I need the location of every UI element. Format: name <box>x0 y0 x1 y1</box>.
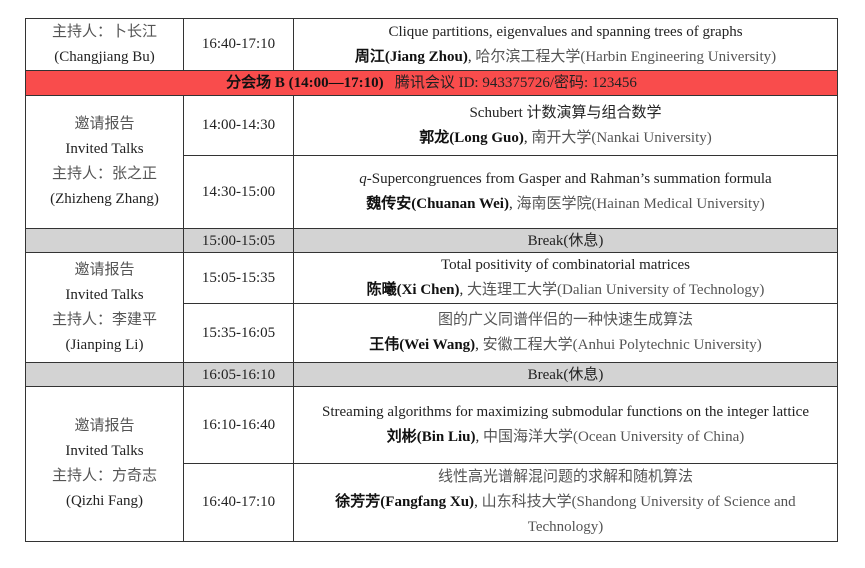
host-name: 主持人：李建平 <box>51 311 157 328</box>
talk-title: Total positivity of combinatorial matric… <box>441 257 690 273</box>
time-cell: 15:05-15:35 <box>183 252 294 304</box>
talk-cell: Schubert 计数演算与组合数学 郭龙(Long Guo), 南开大学(Nan… <box>293 95 838 156</box>
time-cell: 16:40-17:10 <box>183 463 294 542</box>
group-type: 邀请报告 <box>74 261 135 278</box>
talk-cell: 图的广义同谱伴侣的一种快速生成算法 王伟(Wei Wang), 安徽工程大学(An… <box>293 303 838 363</box>
time-cell: 14:00-14:30 <box>183 95 294 156</box>
talk-cell: q-Supercongruences from Gasper and Rahma… <box>293 155 838 229</box>
time-cell: 16:40-17:10 <box>183 18 294 71</box>
talk-cell: Streaming algorithms for maximizing subm… <box>293 386 838 464</box>
host-name: 主持人：方奇志 <box>51 468 157 484</box>
talk-title: 图的广义同谱伴侣的一种快速生成算法 <box>437 312 693 328</box>
affiliation: 安徽工程大学(Anhui Polytechnic University) <box>482 337 762 353</box>
time-cell: 15:35-16:05 <box>183 303 294 363</box>
host-name-en: (Zhizheng Zhang) <box>50 191 159 207</box>
table-row: 14:30-15:00 q-Supercongruences from Gasp… <box>26 155 838 229</box>
group-cell: 邀请报告 Invited Talks 主持人：方奇志 (Qizhi Fang) <box>25 386 184 542</box>
break-label: Break(休息) <box>293 228 838 253</box>
affiliation: 南开大学(Nankai University) <box>531 129 712 146</box>
speaker: 郭龙(Long Guo) <box>419 129 524 146</box>
host-name: 主持人：卜长江 <box>51 23 157 40</box>
talk-title: -Supercongruences from Gasper and Rahman… <box>366 171 772 187</box>
affiliation: 海南医学院(Hainan Medical University) <box>516 196 765 212</box>
talk-title: 线性高光谱解混问题的求解和随机算法 <box>437 469 693 485</box>
talk-cell: Total positivity of combinatorial matric… <box>293 252 838 304</box>
host-cell: 主持人：卜长江 (Changjiang Bu) <box>25 18 184 71</box>
speaker: 魏传安(Chuanan Wei) <box>366 196 509 212</box>
break-row: 15:00-15:05 Break(休息) <box>25 228 838 253</box>
session-header-row: 分会场 B (14:00—17:10) 腾讯会议 ID: 943375726/密… <box>25 70 838 96</box>
speaker: 陈曦(Xi Chen) <box>366 282 460 298</box>
host-name-en: (Jianping Li) <box>65 336 144 353</box>
speaker: 王伟(Wei Wang) <box>369 337 476 353</box>
speaker: 周江(Jiang Zhou) <box>354 48 468 65</box>
time-cell: 15:00-15:05 <box>183 228 294 253</box>
talk-title-q: q <box>359 171 367 187</box>
table-row: 16:40-17:10 线性高光谱解混问题的求解和随机算法徐芳芳(Fangfan… <box>26 463 838 542</box>
time-cell: 16:10-16:40 <box>183 386 294 464</box>
affiliation: 山东科技大学(Shandong University of Science an… <box>481 494 796 535</box>
break-row: 16:05-16:10 Break(休息) <box>25 362 838 387</box>
session-header: 分会场 B (14:00—17:10) 腾讯会议 ID: 943375726/密… <box>25 70 838 96</box>
host-name-en: (Changjiang Bu) <box>54 48 155 65</box>
group-type: 邀请报告 <box>74 116 135 132</box>
group-cell: 邀请报告 Invited Talks 主持人：李建平 (Jianping Li) <box>25 252 184 363</box>
speaker: 徐芳芳(Fangfang Xu) <box>335 494 475 510</box>
talk-title: Schubert 计数演算与组合数学 <box>469 104 662 121</box>
group-type-en: Invited Talks <box>65 286 144 303</box>
group-type: 邀请报告 <box>74 418 135 434</box>
talk-title: Clique partitions, eigenvalues and spann… <box>388 23 743 40</box>
empty-cell <box>25 362 184 387</box>
host-name: 主持人：张之正 <box>51 166 157 182</box>
host-name-en: (Qizhi Fang) <box>65 493 144 509</box>
group-type-en: Invited Talks <box>65 141 144 157</box>
schedule-table: 主持人：卜长江 (Changjiang Bu) 16:40-17:10 Cliqu… <box>25 18 838 542</box>
talk-cell: Clique partitions, eigenvalues and spann… <box>293 18 838 71</box>
break-label: Break(休息) <box>293 362 838 387</box>
talk-title: Streaming algorithms for maximizing subm… <box>322 404 809 420</box>
affiliation: 哈尔滨工程大学(Harbin Engineering University) <box>475 48 777 65</box>
table-row: 邀请报告 Invited Talks 主持人：张之正 (Zhizheng Zhang)… <box>25 95 838 229</box>
speaker: 刘彬(Bin Liu) <box>386 429 476 445</box>
table-row: 邀请报告 Invited Talks 主持人：李建平 (Jianping Li) 15… <box>25 252 838 363</box>
empty-cell <box>25 228 184 253</box>
time-cell: 14:30-15:00 <box>183 155 294 229</box>
affiliation: 中国海洋大学(Ocean University of China) <box>483 429 745 445</box>
group-cell: 邀请报告 Invited Talks 主持人：张之正 (Zhizheng Zhang) <box>25 95 184 229</box>
session-name: 分会场 B (14:00—17:10) <box>226 75 384 91</box>
table-row: 邀请报告 Invited Talks 主持人：方奇志 (Qizhi Fang) 16:… <box>25 386 838 542</box>
affiliation: 大连理工大学(Dalian University of Technology) <box>467 282 765 298</box>
talk-cell: 线性高光谱解混问题的求解和随机算法 徐芳芳(Fangfang Xu), 山东科技大… <box>293 463 838 542</box>
table-row: 主持人：卜长江 (Changjiang Bu) 16:40-17:10 Cliqu… <box>25 18 838 71</box>
time-cell: 16:05-16:10 <box>183 362 294 387</box>
meeting-info: 腾讯会议 ID: 943375726/密码: 123456 <box>394 75 637 91</box>
group-type-en: Invited Talks <box>65 443 144 459</box>
